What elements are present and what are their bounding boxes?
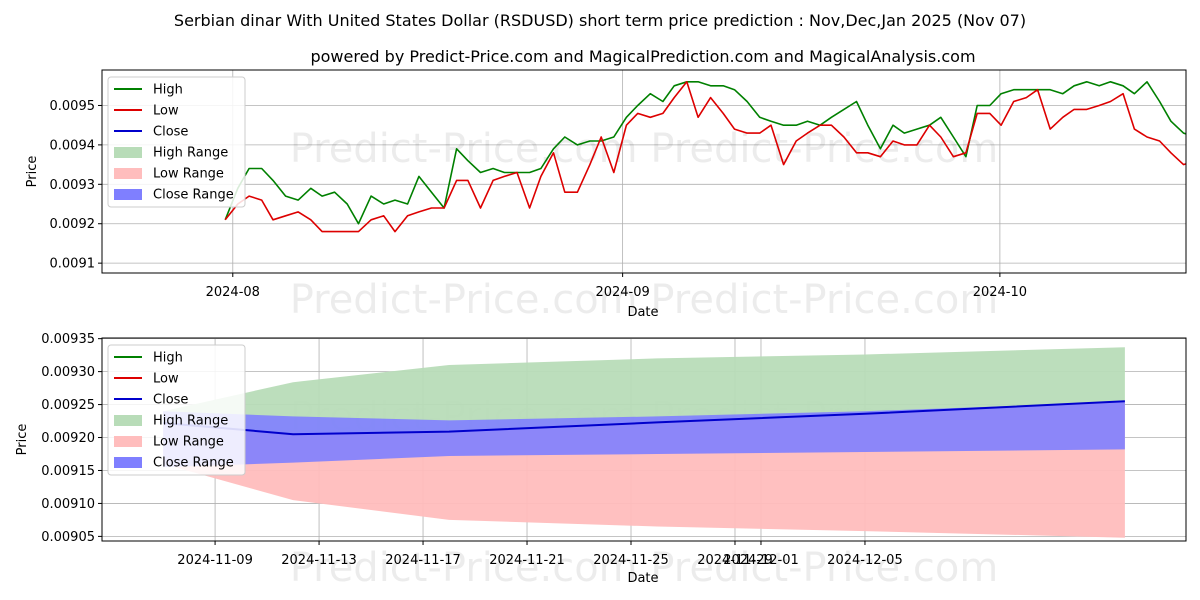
plot-area xyxy=(163,347,1125,538)
legend-swatch xyxy=(114,168,142,179)
close-range-band xyxy=(163,401,1125,468)
plot-area xyxy=(224,81,1186,233)
x-tick-label: 2024-11-29 xyxy=(697,553,773,568)
legend-swatch xyxy=(114,189,142,200)
x-axis-label: Date xyxy=(627,305,658,320)
legend-label: High xyxy=(153,351,183,366)
y-tick-label: 0.00905 xyxy=(41,530,95,545)
y-tick-label: 0.00925 xyxy=(41,398,95,413)
legend-label: High xyxy=(153,83,183,98)
legend-label: Low Range xyxy=(153,167,224,182)
axes-frame xyxy=(101,69,1187,274)
x-tick-label: 2024-12-05 xyxy=(827,553,903,568)
x-tick-label: 2024-11-17 xyxy=(385,553,461,568)
x-tick-label: 2024-10 xyxy=(973,285,1027,300)
chart-title: Serbian dinar With United States Dollar … xyxy=(174,11,1026,30)
y-tick-label: 0.0095 xyxy=(50,99,96,114)
y-tick-label: 0.0091 xyxy=(50,257,96,272)
legend-label: High Range xyxy=(153,146,228,161)
legend-label: Close xyxy=(153,125,188,140)
series-line-low xyxy=(224,81,1186,233)
legend: High Low Close High Range Low Range Close Ran… xyxy=(107,344,246,476)
y-tick-label: 0.00915 xyxy=(41,464,95,479)
y-tick-label: 0.00910 xyxy=(41,497,95,512)
series-line-close xyxy=(163,400,1125,436)
bottom-panel: Predict-Price.com Predict-Price.comPredi… xyxy=(15,332,1187,591)
legend-label: Low xyxy=(153,104,179,119)
legend-swatch xyxy=(114,147,142,158)
x-tick-label: 2024-11-13 xyxy=(281,553,357,568)
x-tick-label: 2024-11-09 xyxy=(177,553,253,568)
legend-label: Close Range xyxy=(153,456,234,471)
watermark-text: Predict-Price.com Predict-Price.com xyxy=(290,126,999,172)
chart-subtitle: powered by Predict-Price.com and Magical… xyxy=(310,47,975,66)
top-panel: Predict-Price.com Predict-Price.com Predi… xyxy=(25,69,1187,323)
watermark-text: Predict-Price.com Predict-Price.com xyxy=(290,545,999,591)
watermark-text: Predict-Price.com Predict-Price.com xyxy=(290,277,999,323)
x-tick-label: 2024-08 xyxy=(206,285,260,300)
y-tick-label: 0.0093 xyxy=(50,178,96,193)
legend-box xyxy=(107,344,246,476)
legend-label: Close Range xyxy=(153,188,234,203)
x-axis-label: Date xyxy=(627,571,658,586)
y-tick-label: 0.00920 xyxy=(41,431,95,446)
x-tick-label: 2024-11-25 xyxy=(593,553,669,568)
y-tick-label: 0.00930 xyxy=(41,365,95,380)
legend-swatch xyxy=(114,436,142,447)
y-tick-label: 0.0092 xyxy=(50,217,96,232)
x-tick-label: 2024-12-01 xyxy=(723,553,799,568)
legend-swatch xyxy=(114,415,142,426)
axes-frame xyxy=(101,337,1187,542)
legend-label: Low Range xyxy=(153,435,224,450)
legend-box xyxy=(107,76,246,208)
legend-label: Low xyxy=(153,372,179,387)
legend-swatch xyxy=(114,457,142,468)
y-axis-label: Price xyxy=(15,424,30,456)
x-tick-label: 2024-09 xyxy=(595,285,649,300)
legend-label: Close xyxy=(153,393,188,408)
legend-label: High Range xyxy=(153,414,228,429)
grid-lines xyxy=(102,70,1186,273)
y-tick-label: 0.00935 xyxy=(41,332,95,347)
y-tick-label: 0.0094 xyxy=(50,138,96,153)
legend: High Low Close High Range Low Range Close Ran… xyxy=(107,76,246,208)
series-line-high xyxy=(224,81,1186,225)
y-axis-label: Price xyxy=(25,156,40,188)
x-tick-label: 2024-11-21 xyxy=(489,553,565,568)
